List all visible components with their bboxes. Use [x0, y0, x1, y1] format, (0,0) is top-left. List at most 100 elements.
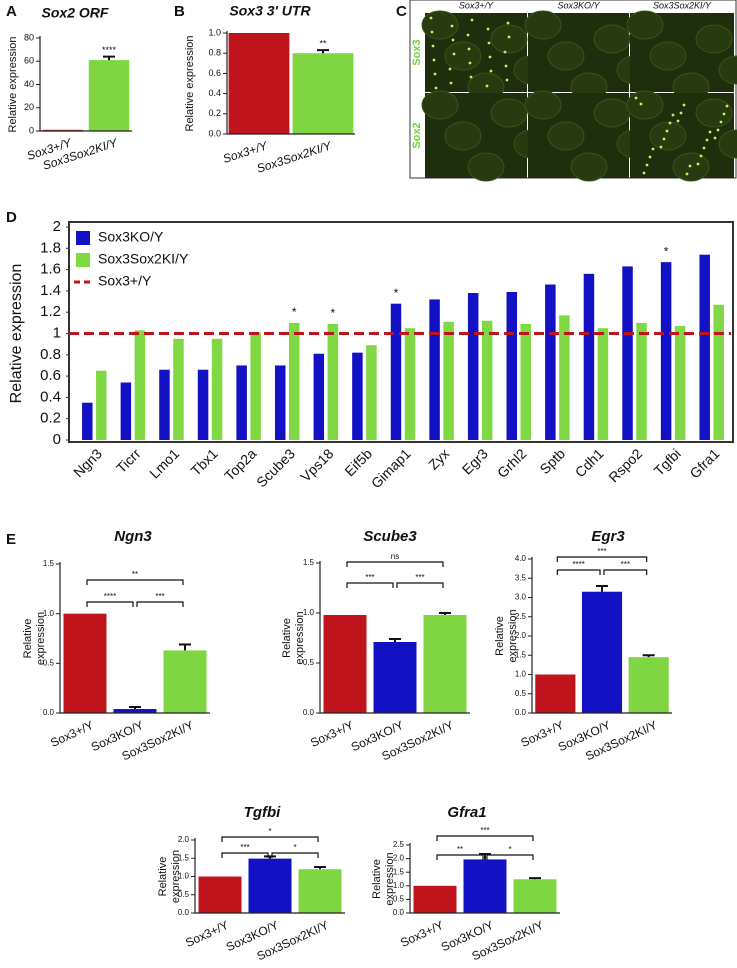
bracket-label: ***	[480, 826, 489, 835]
bar	[559, 315, 570, 440]
significance-label: *	[330, 306, 335, 320]
y-axis-label: expression	[35, 612, 47, 665]
panel-label: E	[6, 531, 16, 548]
bar	[313, 353, 325, 440]
stained-cell	[679, 111, 683, 115]
bar	[134, 330, 146, 440]
bar	[622, 266, 633, 440]
bar	[636, 322, 647, 440]
x-tick-label: Sox3+/Y	[398, 918, 445, 950]
bar	[404, 328, 416, 440]
y-tick-label: 2.0	[178, 835, 190, 844]
error-bar	[439, 612, 451, 615]
stained-cell	[696, 162, 700, 166]
bar	[236, 365, 247, 440]
y-tick-label: 0.6	[208, 68, 221, 78]
bar	[373, 642, 417, 713]
y-tick-label: 0.6	[40, 367, 61, 384]
significance-bracket	[486, 854, 534, 860]
x-tick-label: Lmo1	[146, 445, 182, 481]
y-axis-label: expression	[507, 609, 519, 662]
stained-cell	[719, 120, 723, 124]
y-tick-label: 1.0	[303, 608, 315, 617]
y-axis-label: Relative	[157, 857, 169, 897]
y-tick-label: 1.5	[43, 559, 55, 568]
y-tick-label: 0.0	[43, 708, 55, 717]
column-header: Sox3Sox2KI/Y	[653, 0, 712, 10]
significance-label: **	[319, 39, 327, 49]
bracket-label: ****	[104, 592, 116, 601]
bar	[198, 876, 242, 913]
bar	[429, 299, 440, 440]
axis	[531, 557, 672, 714]
axis	[194, 838, 345, 914]
y-tick-label: 0.0	[303, 708, 315, 717]
stained-cell	[676, 119, 680, 123]
x-tick-label: Sox3+/Y	[48, 718, 95, 750]
tubule	[649, 41, 687, 71]
chart-title: Scube3	[363, 528, 417, 545]
stained-cell	[449, 81, 453, 85]
stained-cell	[639, 102, 643, 106]
bracket-label: **	[457, 845, 463, 854]
stained-cell	[688, 164, 692, 168]
tubule	[444, 121, 482, 151]
bar	[82, 402, 93, 440]
y-tick-label: 1	[53, 324, 61, 341]
tubule	[695, 98, 733, 128]
axis	[39, 36, 132, 132]
error-bar	[389, 638, 401, 642]
x-tick-label: Sox3Sox2KI/Y	[255, 138, 334, 176]
y-tick-label: 0.5	[178, 890, 190, 899]
tubule	[524, 90, 562, 120]
axis	[409, 843, 560, 914]
significance-label: *	[292, 305, 297, 319]
significance-bracket	[86, 579, 184, 585]
panel-label: D	[6, 209, 17, 226]
y-tick-label: 0	[29, 125, 34, 135]
bracket-label: ***	[415, 573, 424, 582]
stained-cell	[469, 75, 473, 79]
significance-bracket	[271, 852, 319, 858]
y-tick-label: 1.0	[208, 27, 221, 37]
y-tick-label: 2.5	[515, 612, 527, 621]
y-tick-label: 0.5	[515, 689, 527, 698]
bar	[250, 332, 261, 440]
y-tick-label: 4.0	[515, 554, 527, 563]
bar	[292, 53, 354, 135]
stained-cell	[699, 154, 703, 158]
tubule	[593, 98, 631, 128]
stained-cell	[713, 136, 717, 140]
x-tick-label: Sox3+/Y	[308, 718, 355, 750]
stained-cell	[705, 138, 709, 142]
bracket-label: **	[132, 570, 138, 579]
bar	[467, 293, 479, 440]
y-tick-label: 2.0	[393, 854, 405, 863]
x-tick-label: Ngn3	[70, 445, 105, 480]
x-tick-label: Rspo2	[605, 445, 645, 485]
significance-label: *	[664, 244, 669, 258]
stained-cell	[702, 146, 706, 150]
bar	[228, 33, 290, 134]
bar	[674, 326, 686, 440]
significance-bracket	[436, 854, 484, 860]
y-tick-label: 1.5	[515, 650, 527, 659]
y-tick-label: 1.5	[303, 558, 315, 567]
stained-cell	[485, 84, 489, 88]
stained-cell	[682, 103, 686, 107]
y-tick-label: 1.4	[40, 282, 61, 299]
legend-swatch	[76, 253, 90, 267]
stained-cell	[466, 33, 470, 37]
bracket-label: ns	[391, 552, 399, 561]
significance-label: *	[394, 286, 399, 300]
bar	[248, 858, 292, 913]
y-tick-label: 0.2	[208, 108, 221, 118]
y-tick-label: 1.6	[40, 261, 61, 278]
stained-cell	[487, 41, 491, 45]
bracket-label: *	[293, 843, 296, 852]
stained-cell	[470, 18, 474, 22]
y-tick-label: 1.0	[393, 881, 405, 890]
error-bar	[596, 584, 608, 592]
y-tick-label: 0.0	[515, 708, 527, 717]
